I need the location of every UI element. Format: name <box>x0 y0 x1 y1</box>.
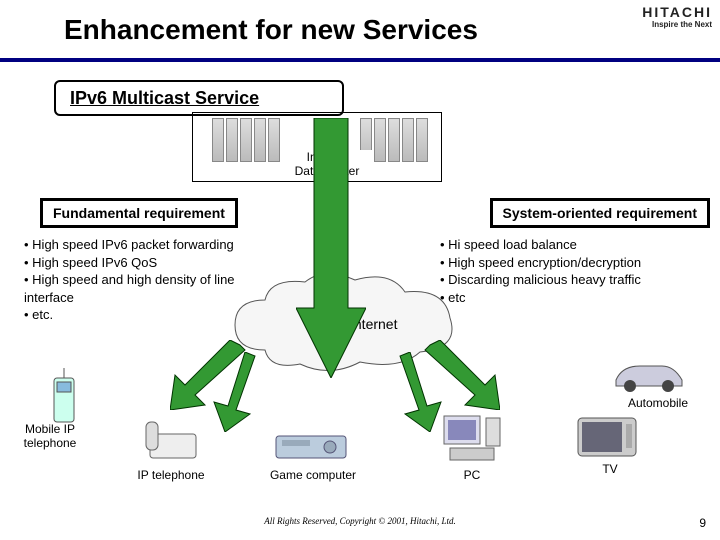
header-bar: Enhancement for new Services HITACHI Ins… <box>0 0 720 62</box>
ip-phone-icon <box>144 420 202 462</box>
pc-label: PC <box>452 468 492 482</box>
game-console-icon <box>272 428 350 464</box>
tv-icon <box>572 408 642 460</box>
bullet-item: • Hi speed load balance <box>440 236 712 254</box>
brand-name: HITACHI <box>642 4 712 20</box>
server-rack-left <box>212 118 280 162</box>
multicast-arrow-icon <box>296 118 366 378</box>
spoke-arrow-icon <box>420 340 500 410</box>
bullet-item: • etc. <box>24 306 284 324</box>
game-label: Game computer <box>258 468 368 482</box>
copyright-footer: All Rights Reserved, Copyright © 2001, H… <box>0 516 720 526</box>
mobile-label: Mobile IP telephone <box>14 422 86 450</box>
brand-block: HITACHI Inspire the Next <box>642 4 712 29</box>
bullet-item: • etc <box>440 289 712 307</box>
service-box: IPv6 Multicast Service <box>54 80 344 116</box>
brand-tagline: Inspire the Next <box>642 20 712 29</box>
pc-icon <box>440 412 504 464</box>
automobile-icon <box>610 360 688 394</box>
fundamental-req-title: Fundamental requirement <box>53 205 225 221</box>
ip-phone-label: IP telephone <box>126 468 216 482</box>
fundamental-req-box: Fundamental requirement <box>40 198 238 228</box>
service-box-label: IPv6 Multicast Service <box>70 88 259 109</box>
bullet-item: • High speed IPv6 QoS <box>24 254 284 272</box>
bullet-item: • High speed IPv6 packet forwarding <box>24 236 284 254</box>
system-req-box: System-oriented requirement <box>490 198 711 228</box>
page-title: Enhancement for new Services <box>64 14 478 46</box>
tv-label: TV <box>590 462 630 476</box>
spoke-arrow-icon <box>210 352 260 432</box>
page-number: 9 <box>699 516 706 530</box>
system-req-list: • Hi speed load balance• High speed encr… <box>440 236 712 306</box>
fundamental-req-list: • High speed IPv6 packet forwarding• Hig… <box>24 236 284 324</box>
bullet-item: • Discarding malicious heavy traffic <box>440 271 712 289</box>
system-req-title: System-oriented requirement <box>503 205 698 221</box>
mobile-phone-icon <box>48 368 80 426</box>
bullet-item: • High speed encryption/decryption <box>440 254 712 272</box>
bullet-item: • High speed and high density of line in… <box>24 271 284 306</box>
